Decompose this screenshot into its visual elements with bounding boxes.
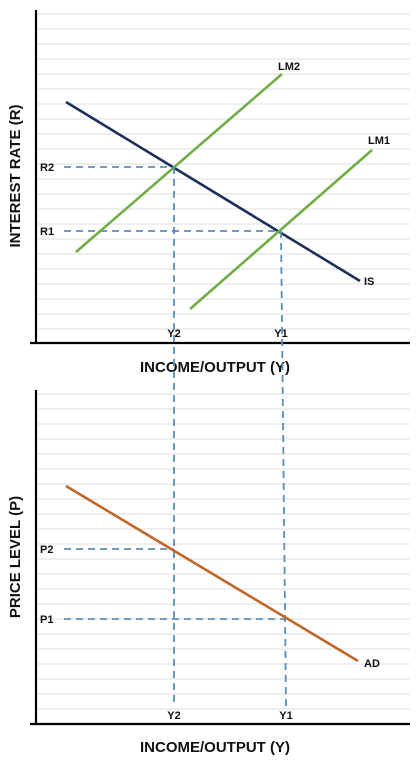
lm2-curve <box>75 73 283 253</box>
top-y-axis-title: INTEREST RATE (R) <box>7 104 24 247</box>
p1-label: P1 <box>40 614 53 626</box>
vertical-guides <box>173 167 287 707</box>
bottom-y-axis-title: PRICE LEVEL (P) <box>7 496 24 618</box>
lm1-curve <box>189 149 373 310</box>
ad-curve <box>65 484 359 663</box>
bottom-panel-gridlines <box>37 393 410 710</box>
top-y1-label: Y1 <box>274 328 287 340</box>
p2-label: P2 <box>40 544 53 556</box>
bottom-guides <box>64 548 286 620</box>
top-x-axis-title: INCOME/OUTPUT (Y) <box>140 359 290 376</box>
bottom-y1-label: Y1 <box>279 710 292 722</box>
bottom-x-axis-title: INCOME/OUTPUT (Y) <box>140 739 290 756</box>
is-curve <box>65 100 361 283</box>
r2-label: R2 <box>40 162 54 174</box>
bottom-y2-label: Y2 <box>167 710 180 722</box>
lm2-label: LM2 <box>278 61 300 73</box>
top-panel-gridlines <box>37 13 410 330</box>
is-label: IS <box>364 276 374 288</box>
r1-label: R1 <box>40 226 54 238</box>
top-guides <box>64 166 280 232</box>
ad-label: AD <box>364 658 380 670</box>
lm1-label: LM1 <box>368 135 390 147</box>
top-y2-label: Y2 <box>167 328 180 340</box>
